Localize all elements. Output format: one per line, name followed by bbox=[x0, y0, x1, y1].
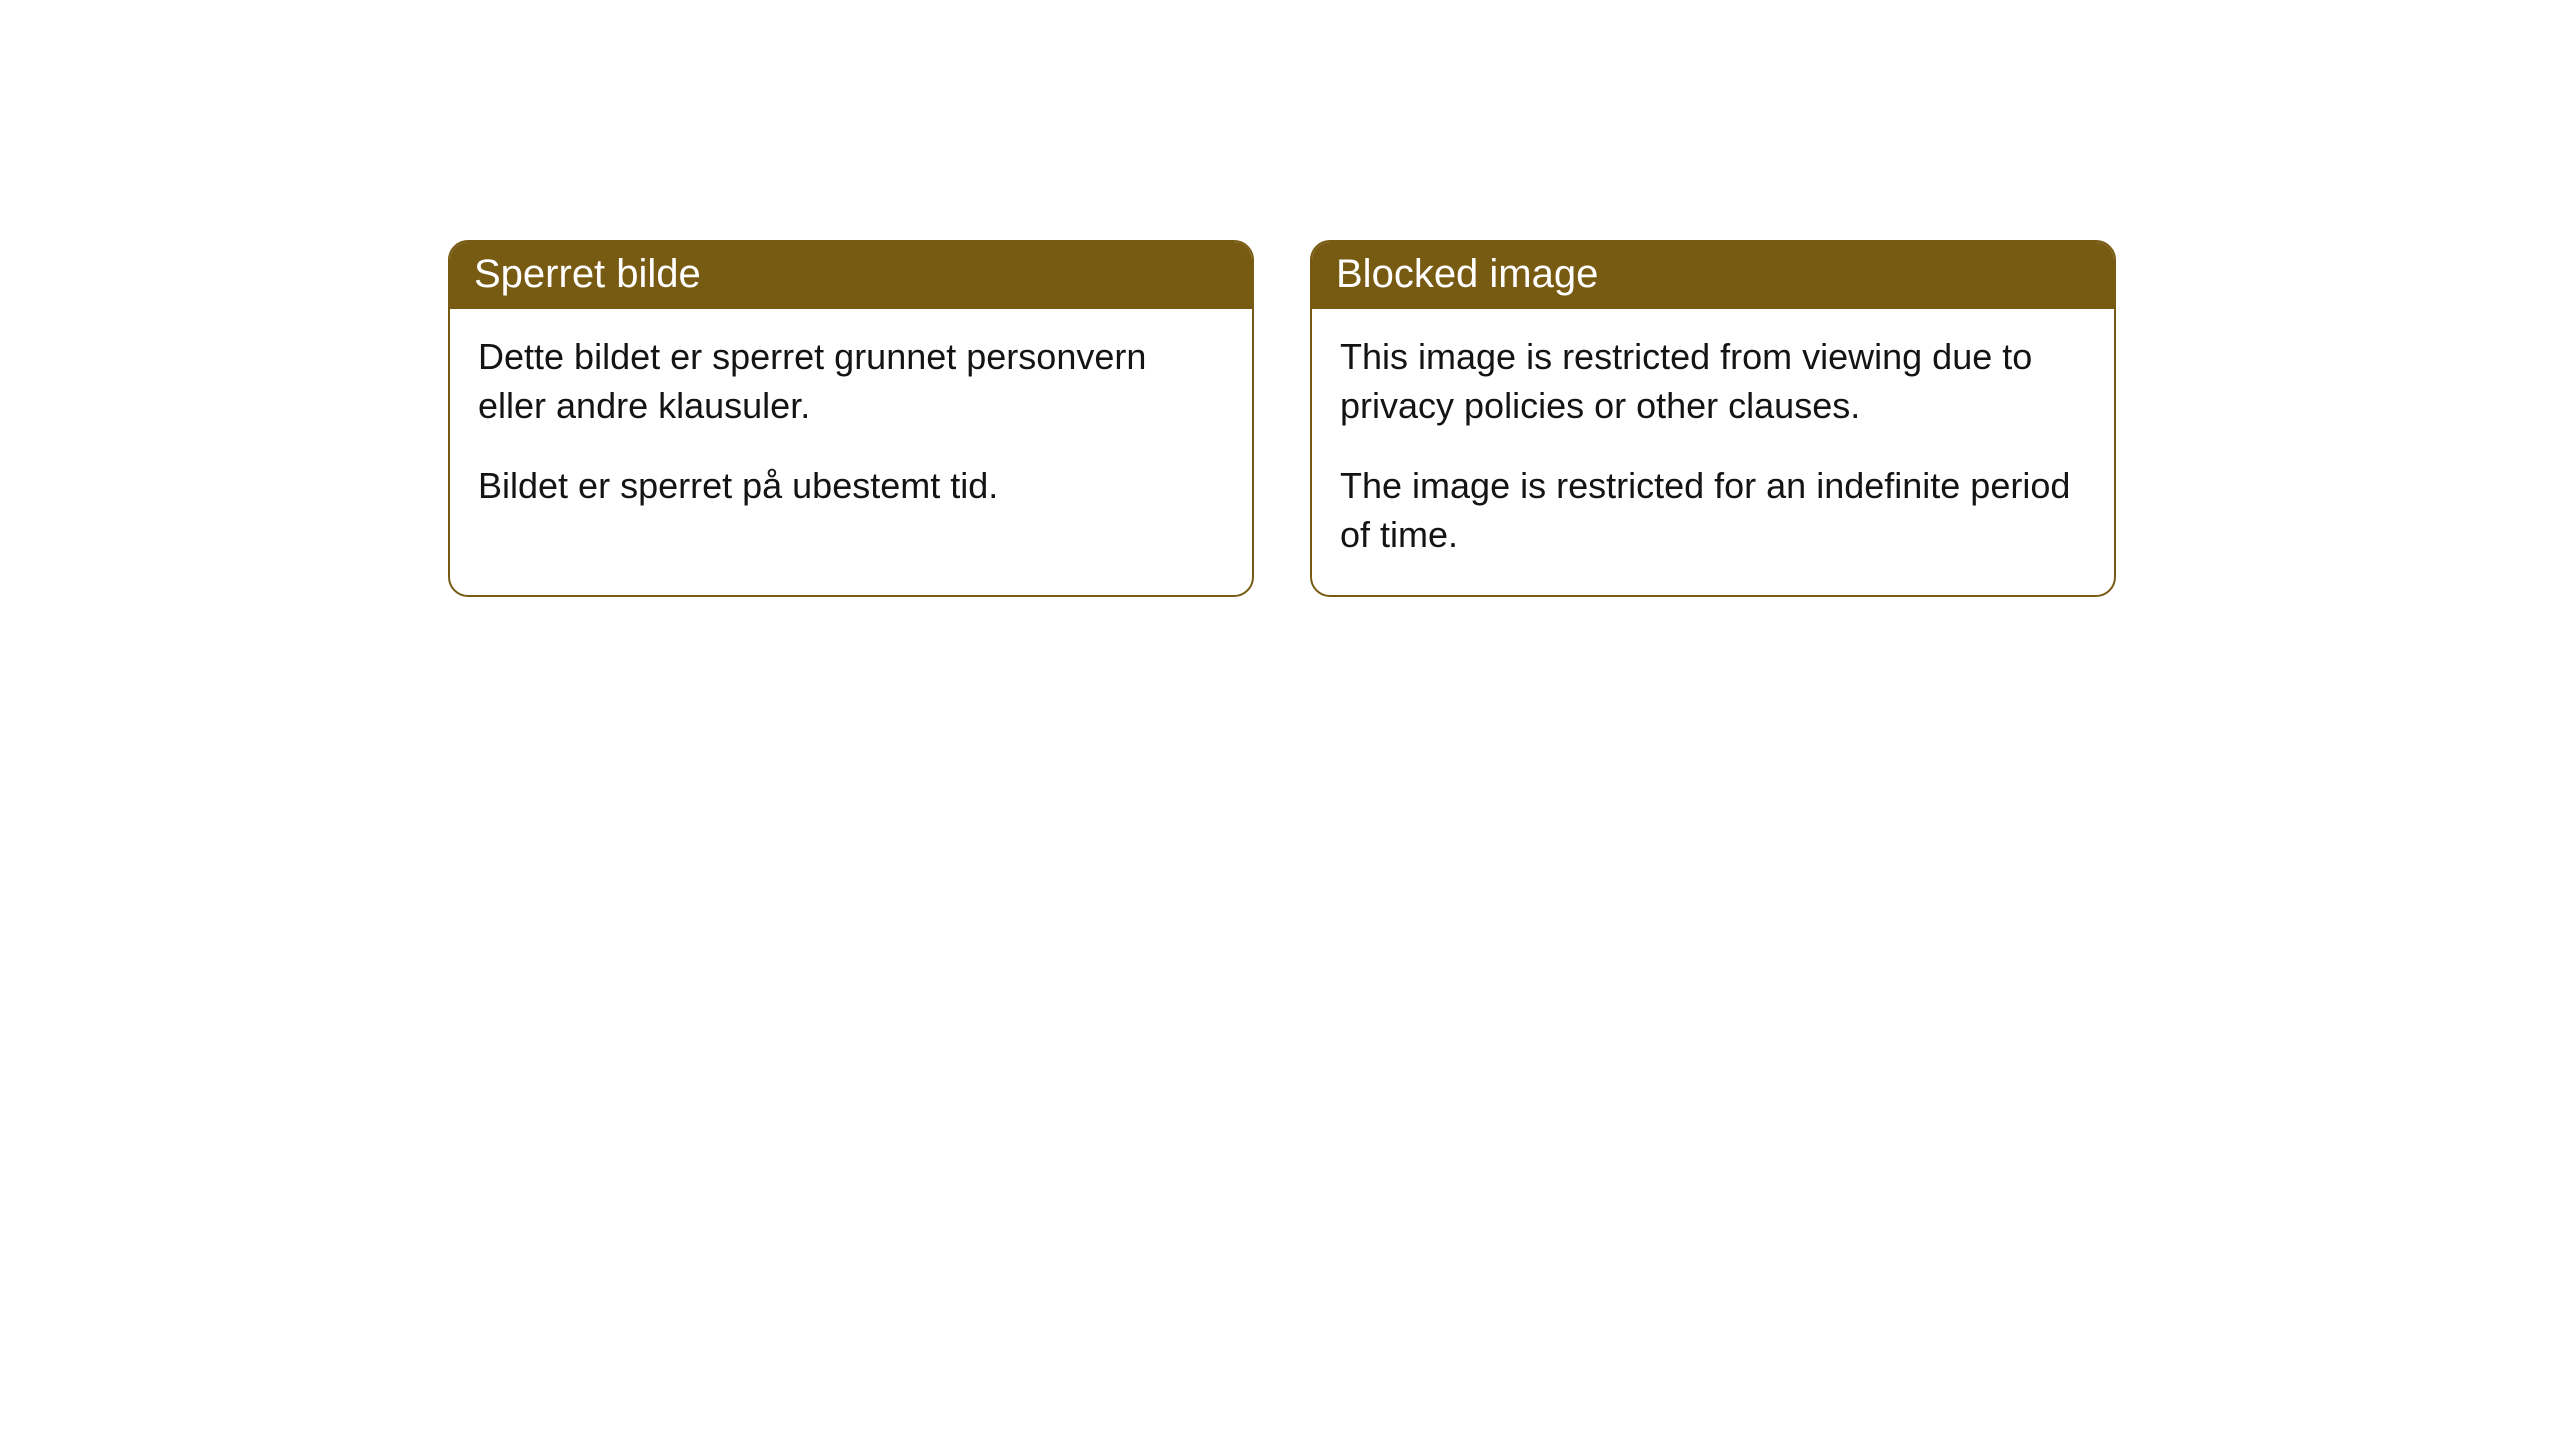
notice-card-norwegian: Sperret bilde Dette bildet er sperret gr… bbox=[448, 240, 1254, 597]
card-body: This image is restricted from viewing du… bbox=[1312, 309, 2114, 595]
card-paragraph: The image is restricted for an indefinit… bbox=[1340, 462, 2086, 559]
card-body: Dette bildet er sperret grunnet personve… bbox=[450, 309, 1252, 547]
card-paragraph: Bildet er sperret på ubestemt tid. bbox=[478, 462, 1224, 511]
notice-cards-container: Sperret bilde Dette bildet er sperret gr… bbox=[448, 240, 2116, 597]
card-title: Blocked image bbox=[1336, 252, 1598, 296]
notice-card-english: Blocked image This image is restricted f… bbox=[1310, 240, 2116, 597]
card-paragraph: This image is restricted from viewing du… bbox=[1340, 333, 2086, 430]
card-title: Sperret bilde bbox=[474, 252, 701, 296]
card-paragraph: Dette bildet er sperret grunnet personve… bbox=[478, 333, 1224, 430]
card-header: Sperret bilde bbox=[450, 242, 1252, 309]
card-header: Blocked image bbox=[1312, 242, 2114, 309]
